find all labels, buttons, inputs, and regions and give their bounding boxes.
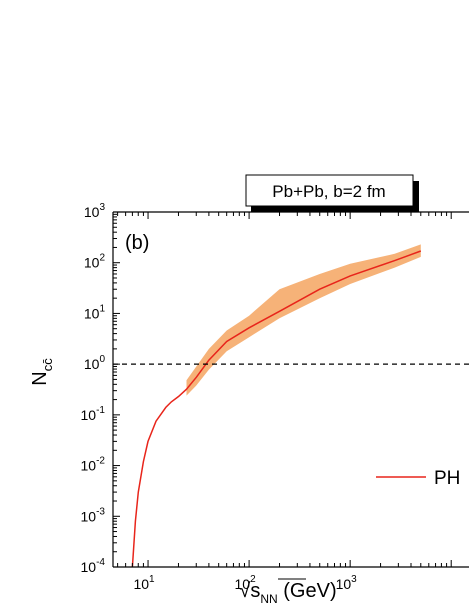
x-axis-label-unit: (GeV) bbox=[278, 580, 337, 602]
legend: PH bbox=[376, 468, 460, 489]
x-axis-label: √sNN (GeV) bbox=[239, 578, 337, 606]
plot-area: 101 102 103 103 102 101 100 10-1 10-2 10-3 10-4 bbox=[81, 202, 469, 592]
y-tick-label: 103 bbox=[84, 202, 106, 220]
y-tick-label: 10-1 bbox=[81, 405, 106, 423]
y-tick-label: 101 bbox=[84, 303, 106, 321]
series-line-ph bbox=[131, 250, 422, 567]
svg-text:√sNN (GeV): √sNN (GeV) bbox=[239, 580, 336, 606]
y-tick-label: 102 bbox=[84, 253, 106, 271]
y-axis-label: Ncc̄ bbox=[29, 358, 55, 386]
line-layer bbox=[131, 250, 422, 567]
title-box: Pb+Pb, b=2 fm bbox=[245, 174, 419, 212]
panel-label: (b) bbox=[125, 232, 149, 254]
y-axis-label-main: N bbox=[29, 371, 51, 385]
axes-frame bbox=[112, 211, 469, 568]
x-axis-label-main: √s bbox=[239, 580, 260, 602]
x-tick-label: 102 bbox=[235, 574, 257, 592]
y-tick-label: 10-3 bbox=[81, 506, 106, 524]
svg-text:Ncc̄: Ncc̄ bbox=[29, 358, 55, 386]
x-axis-label-sub: NN bbox=[260, 592, 277, 606]
uncertainty-band bbox=[186, 244, 421, 396]
chart-title: Pb+Pb, b=2 fm bbox=[272, 182, 385, 201]
y-tick-label: 10-2 bbox=[81, 456, 106, 474]
y-axis-label-sub: cc̄ bbox=[40, 358, 55, 372]
x-tick-label: 103 bbox=[336, 574, 358, 592]
y-tick-label: 100 bbox=[84, 354, 106, 372]
y-tick-label: 10-4 bbox=[81, 557, 106, 575]
tick-label-layer: 101 102 103 103 102 101 100 10-1 10-2 10-3 10-4 bbox=[81, 202, 358, 592]
legend-label: PH bbox=[434, 468, 460, 489]
x-tick-label: 101 bbox=[133, 574, 155, 592]
tick-layer bbox=[113, 211, 452, 568]
band-layer bbox=[186, 244, 421, 396]
